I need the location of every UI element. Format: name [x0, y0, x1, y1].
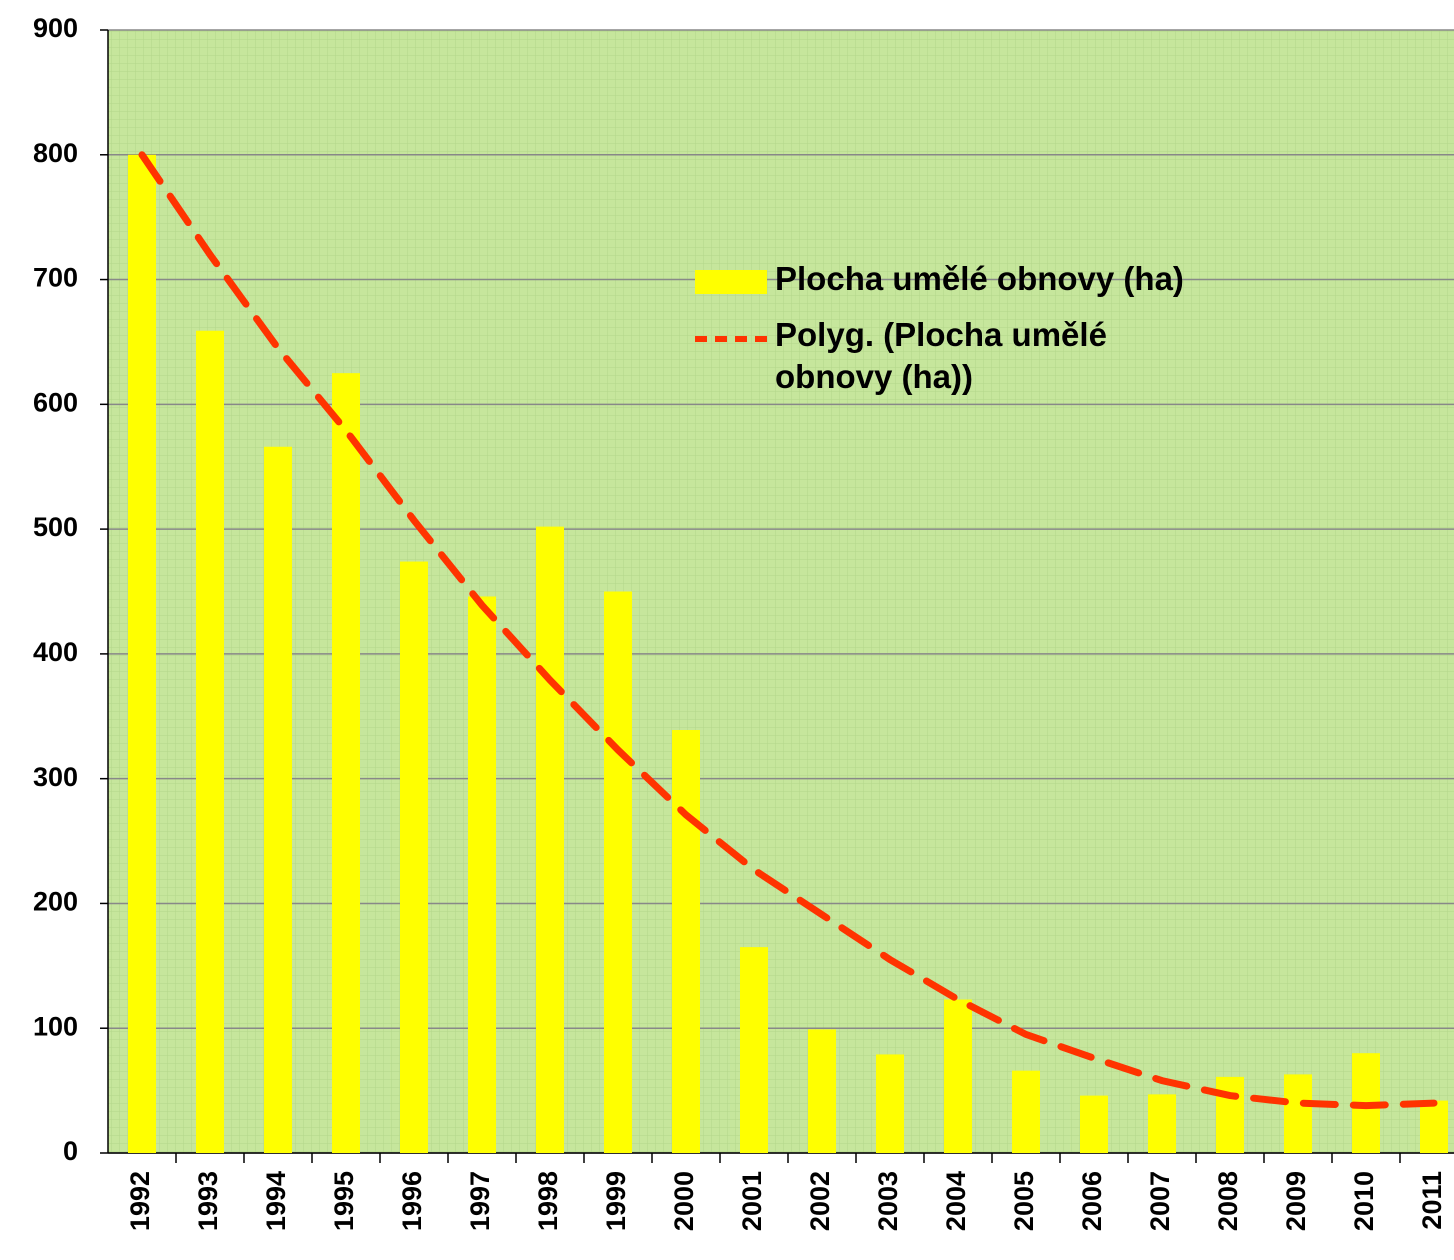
y-tick-label: 400	[33, 637, 78, 667]
bar	[1420, 1100, 1448, 1153]
trend-line	[138, 151, 1438, 1110]
legend-label: Plocha umělé obnovy (ha)	[775, 260, 1184, 297]
plot-texture	[108, 30, 1454, 1153]
legend-key	[695, 336, 767, 342]
bar	[672, 730, 700, 1153]
bar	[332, 373, 360, 1153]
y-tick-label: 600	[33, 387, 78, 417]
legend-label: Polyg. (Plocha umělé obnovy (ha))	[775, 316, 1107, 395]
y-tick-label: 800	[33, 138, 78, 168]
legend-entry: Plocha umělé obnovy (ha)	[695, 258, 1215, 300]
x-tick-label: 1993	[193, 1171, 223, 1231]
bar	[196, 330, 224, 1153]
bar	[876, 1054, 904, 1153]
x-tick-label: 2002	[805, 1171, 835, 1231]
legend: Plocha umělé obnovy (ha) Polyg. (Plocha u…	[695, 258, 1215, 412]
x-tick-label: 2000	[669, 1171, 699, 1231]
y-tick-label: 300	[33, 762, 78, 792]
x-tick-label: 1998	[533, 1171, 563, 1231]
x-tick-label: 2009	[1281, 1171, 1311, 1231]
bar	[944, 999, 972, 1153]
x-tick-label: 2008	[1213, 1171, 1243, 1231]
x-tick-label: 2007	[1145, 1171, 1175, 1231]
legend-key	[695, 270, 767, 294]
y-tick-label: 200	[33, 887, 78, 917]
bar	[128, 154, 156, 1153]
bar	[1012, 1070, 1040, 1153]
bar	[400, 561, 428, 1153]
x-tick-label: 1994	[261, 1171, 291, 1231]
y-tick-label: 500	[33, 512, 78, 542]
x-tick-label: 2011	[1417, 1171, 1447, 1230]
y-tick-label: 700	[33, 263, 78, 293]
bar	[1080, 1095, 1108, 1153]
x-tick-label: 1992	[125, 1171, 155, 1231]
x-tick-label: 2005	[1009, 1171, 1039, 1231]
x-tick-label: 2006	[1077, 1171, 1107, 1231]
x-tick-label: 2001	[737, 1171, 767, 1231]
bar	[1148, 1094, 1176, 1153]
bar	[536, 526, 564, 1153]
bar	[808, 1029, 836, 1153]
x-tick-label: 1999	[601, 1171, 631, 1231]
x-tick-label: 1997	[465, 1171, 495, 1231]
y-tick-label: 0	[63, 1136, 78, 1166]
x-tick-label: 2003	[873, 1171, 903, 1231]
y-tick-label: 100	[33, 1011, 78, 1041]
bar	[468, 596, 496, 1153]
x-tick-label: 2010	[1349, 1171, 1379, 1231]
legend-entry: Polyg. (Plocha umělé obnovy (ha))	[695, 314, 1215, 398]
bar	[1216, 1076, 1244, 1153]
y-tick-label: 900	[33, 13, 78, 43]
bar	[264, 446, 292, 1153]
x-tick-label: 1995	[329, 1171, 359, 1231]
x-tick-label: 2004	[941, 1171, 971, 1231]
x-tick-label: 1996	[397, 1171, 427, 1231]
bar	[740, 947, 768, 1153]
bar	[1284, 1074, 1312, 1153]
bar	[604, 591, 632, 1153]
